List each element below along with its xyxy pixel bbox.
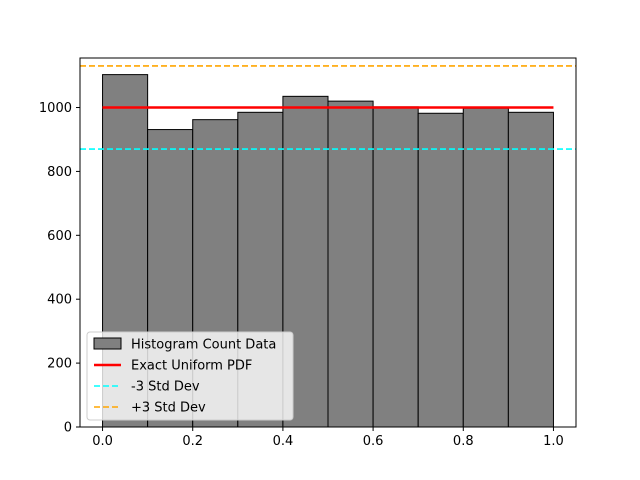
histogram-bar [372, 106, 419, 428]
histogram-bar [507, 111, 554, 428]
legend-label: Histogram Count Data [131, 338, 276, 353]
legend-label: +3 Std Dev [131, 401, 206, 416]
x-tick-label: 0.4 [273, 434, 294, 449]
x-tick-label: 0.2 [182, 434, 203, 449]
axes-frame [79, 57, 577, 428]
legend-box [86, 331, 294, 421]
reference-lines [80, 65, 576, 150]
legend-label: -3 Std Dev [131, 380, 200, 395]
x-tick-label: 0.8 [453, 434, 474, 449]
x-tick-label: 0.0 [92, 434, 113, 449]
x-axis-ticks: 0.0 0.2 0.4 0.6 0.8 1.0 [92, 427, 564, 449]
x-tick-label: 0.6 [363, 434, 384, 449]
histogram-bar [462, 107, 509, 428]
histogram-bar [327, 100, 374, 428]
legend-label: Exact Uniform PDF [131, 359, 252, 374]
y-tick-label: 800 [47, 165, 72, 180]
y-tick-label: 400 [47, 293, 72, 308]
y-tick-label: 200 [47, 357, 72, 372]
y-tick-label: 0 [64, 421, 72, 436]
legend: Histogram Count Data Exact Uniform PDF -3 … [86, 331, 294, 421]
x-tick-label: 1.0 [543, 434, 564, 449]
y-tick-label: 1000 [39, 101, 72, 116]
y-tick-label: 600 [47, 229, 72, 244]
legend-swatch [93, 337, 122, 350]
y-axis-ticks: 0 200 400 600 800 1000 [39, 101, 80, 436]
histogram-bar [417, 112, 464, 428]
